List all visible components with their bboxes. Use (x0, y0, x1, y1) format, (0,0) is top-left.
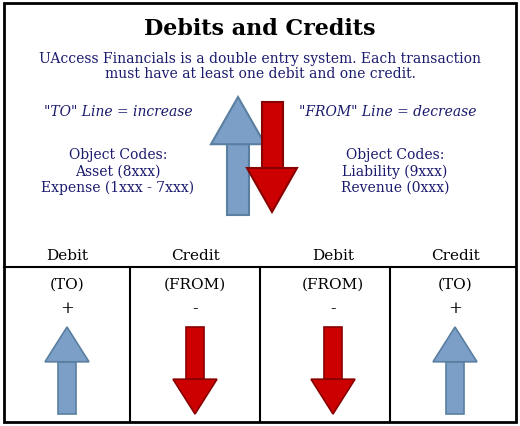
Text: Credit: Credit (171, 248, 219, 262)
Bar (227, 145, 250, 216)
Text: Object Codes:: Object Codes: (69, 148, 167, 161)
Text: (TO): (TO) (49, 277, 84, 291)
Text: (FROM): (FROM) (302, 277, 364, 291)
Text: Debit: Debit (312, 248, 354, 262)
Text: (FROM): (FROM) (164, 277, 226, 291)
Text: Revenue (0xxx): Revenue (0xxx) (341, 181, 449, 195)
Polygon shape (173, 379, 217, 414)
Bar (58, 362, 76, 414)
Text: Debit: Debit (46, 248, 88, 262)
Text: Credit: Credit (431, 248, 479, 262)
Bar (186, 327, 204, 379)
Text: Liability (9xxx): Liability (9xxx) (342, 164, 448, 179)
Text: must have at least one debit and one credit.: must have at least one debit and one cre… (105, 67, 415, 81)
Text: +: + (60, 299, 74, 316)
Text: Expense (1xxx - 7xxx): Expense (1xxx - 7xxx) (42, 181, 194, 195)
Polygon shape (433, 327, 477, 362)
Text: "TO" Line = increase: "TO" Line = increase (44, 105, 192, 119)
Polygon shape (247, 169, 297, 213)
Bar (324, 327, 342, 379)
Text: (TO): (TO) (438, 277, 472, 291)
Polygon shape (211, 98, 265, 145)
Text: Debits and Credits: Debits and Credits (144, 18, 376, 40)
Text: +: + (448, 299, 462, 316)
Text: Object Codes:: Object Codes: (346, 148, 444, 161)
Text: -: - (330, 299, 336, 316)
Text: "FROM" Line = decrease: "FROM" Line = decrease (299, 105, 477, 119)
Bar (262, 103, 282, 169)
Polygon shape (45, 327, 89, 362)
Bar (446, 362, 464, 414)
Text: Asset (8xxx): Asset (8xxx) (75, 164, 161, 178)
Polygon shape (311, 379, 355, 414)
Text: UAccess Financials is a double entry system. Each transaction: UAccess Financials is a double entry sys… (39, 52, 481, 66)
Text: -: - (192, 299, 198, 316)
